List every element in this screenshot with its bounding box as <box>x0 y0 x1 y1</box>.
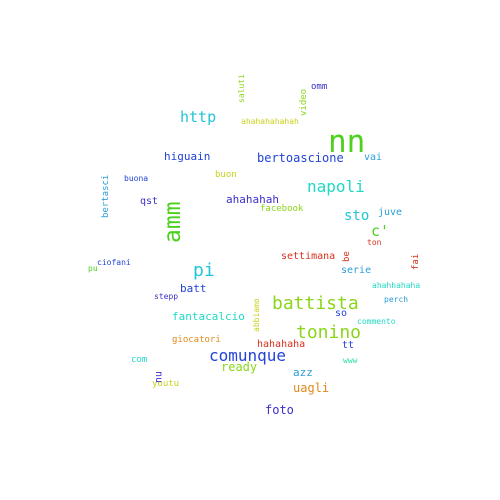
word-pi: pi <box>193 260 215 281</box>
word-uagli: uagli <box>293 381 330 395</box>
word-hahahaha: hahahaha <box>257 339 306 350</box>
word-vai: vai <box>364 152 383 163</box>
word-azz: azz <box>293 366 313 379</box>
word-serie: serie <box>341 265 372 276</box>
word-sto: sto <box>344 208 370 224</box>
word-omm: omm <box>311 82 328 92</box>
word-battista: battista <box>272 293 359 314</box>
word-com: com <box>131 355 148 365</box>
word-tt: tt <box>342 340 355 351</box>
word-youtu: youtu <box>152 379 180 389</box>
word-tonino: tonino <box>296 322 362 343</box>
word-ahahahah: ahahahah <box>226 193 279 206</box>
word-ton: ton <box>367 238 382 247</box>
word-http: http <box>180 108 217 126</box>
word-settimana: settimana <box>281 251 336 262</box>
word-batt: batt <box>180 282 207 295</box>
word-giocatori: giocatori <box>172 335 221 345</box>
word-fantacalcio: fantacalcio <box>172 310 245 323</box>
word-fai: fai <box>411 253 421 270</box>
word-comunque: comunque <box>209 346 287 365</box>
word-nu: nu <box>153 371 164 384</box>
word-amm: amm <box>160 201 186 243</box>
word-commento: commento <box>357 317 396 326</box>
word-facebook: facebook <box>260 204 304 214</box>
word-buona: buona <box>124 174 149 183</box>
word-higuain: higuain <box>164 150 211 163</box>
word-pu: pu <box>88 264 98 273</box>
word-bertoascione: bertoascione <box>257 151 344 165</box>
word-c: c' <box>371 222 390 240</box>
word-stepp: stepp <box>154 292 179 301</box>
word-www: www <box>343 356 358 365</box>
word-nn: nn <box>328 124 366 160</box>
word-ahahahahahah: ahahahahahah <box>241 117 299 126</box>
word-abbiamo: abbiamo <box>252 298 261 332</box>
word-so: so <box>335 308 348 319</box>
word-buon: buon <box>215 170 237 180</box>
word-foto: foto <box>265 403 294 417</box>
word-saluti: saluti <box>237 74 246 103</box>
word-ahahhahaha: ahahhahaha <box>372 281 421 290</box>
word-ready: ready <box>221 360 258 374</box>
word-video: video <box>299 88 309 116</box>
word-be: be <box>342 251 352 262</box>
word-qst: qst <box>140 196 159 207</box>
word-ciofani: ciofani <box>97 258 131 267</box>
word-juve: juve <box>378 207 403 218</box>
word-napoli: napoli <box>307 177 365 196</box>
word-perch: perch <box>384 295 409 304</box>
word-bertasci: bertasci <box>101 174 111 218</box>
